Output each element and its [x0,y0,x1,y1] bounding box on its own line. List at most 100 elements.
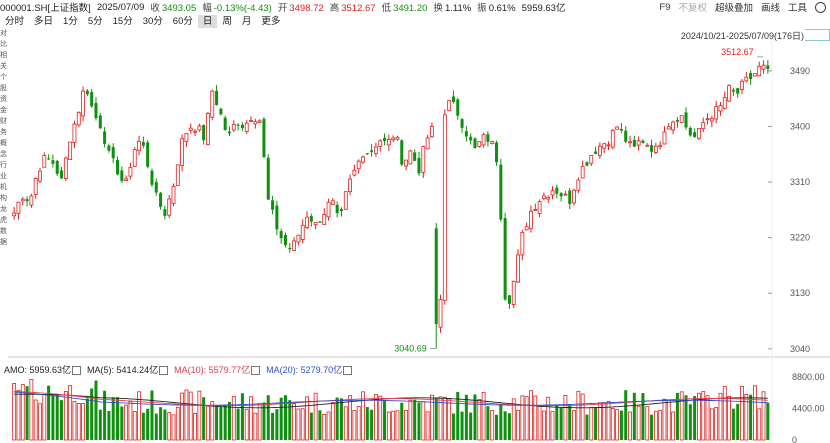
volume-bar [550,411,555,441]
price-tick-label: 3310 [790,177,810,187]
volume-bar [619,410,623,440]
volume-bar [81,403,85,441]
side-toolbar[interactable]: 对比 相关 个股 资金 财务 概念 行业 机构 龙虎 数据 [0,30,7,246]
period-tabs: 分时 多日 1分 5分 15分 30分 60分日周月更多 [0,15,285,28]
volume-bar [25,386,29,440]
candle-body [60,170,64,179]
candle-body [94,103,98,119]
volume-bar [610,408,615,441]
tab-8[interactable]: 周 [222,16,232,27]
volume-bar [171,414,176,441]
volume-bar [180,392,185,441]
close-value: 3493.05 [161,3,197,14]
tab-9[interactable]: 月 [241,16,252,27]
tab-10[interactable]: 更多 [261,16,281,27]
candle-body [524,226,529,231]
candle-body [25,199,29,202]
volume-bar [675,392,679,440]
candle-body [727,85,731,102]
volume-bar [132,411,137,441]
volume-bar [460,411,464,440]
candle-body [740,80,744,90]
candle-body [546,196,551,200]
volume-bar [495,414,499,440]
volume-bar [563,395,568,441]
volume-bar [76,403,81,441]
volume-bar [434,398,438,440]
volume-bar [693,396,697,440]
volume-bar [658,409,663,441]
volume-bar [559,407,563,440]
candle-body [150,170,154,185]
candle-body [749,72,753,80]
tools-button[interactable]: 工具 [787,3,807,14]
volume-bar [516,409,520,441]
volume-bar [378,395,383,441]
candle-body [42,155,47,168]
candle-body [103,131,107,144]
tab-5[interactable]: 30分 [142,16,163,27]
candle-body [477,141,482,147]
volume-bar [60,400,64,440]
tab-2[interactable]: 1分 [63,16,78,27]
candle-body [146,142,150,167]
candle-body [469,136,473,141]
candle-body [154,182,158,193]
tab-6[interactable]: 60分 [172,16,193,27]
candle-body [697,128,701,139]
candle-body [610,129,615,148]
volume-bar [167,412,172,441]
volume-bar [116,397,120,440]
tab-3[interactable]: 5分 [87,16,103,27]
candle-body [722,96,727,109]
candle-body [753,73,757,77]
drawing-button[interactable]: 画线 [760,3,780,14]
candle-body [701,122,706,130]
price-tick-label: 3490 [790,66,810,76]
candle-body [271,200,275,210]
candle-body [391,137,396,141]
volume-bar [395,410,400,441]
ma20-line [14,391,768,406]
tab-1[interactable]: 多日 [34,16,54,27]
quote-header: 000001.SH[上证指数] 2025/07/09 收 3493.05 幅 -0.… [0,0,830,15]
overlay-button[interactable]: 超级叠加 [714,3,753,14]
f9-button[interactable]: F9 [659,1,671,13]
candle-body [330,200,335,205]
candle-body [16,201,21,214]
candle-body [499,164,503,220]
volume-bar [507,413,511,440]
volume-bar [740,386,744,441]
volume-bar [215,406,219,440]
candle-body [120,170,124,181]
candle-body [434,228,438,325]
gear-icon[interactable] [815,1,826,13]
volume-bar [111,397,115,440]
volume-bar [63,391,68,441]
candle-body [266,157,270,200]
candle-body [348,178,352,192]
volume-bar [451,413,455,440]
volume-bar [736,404,740,440]
volume-bar [511,398,516,441]
volume-bar [679,391,684,441]
volume-bar [572,410,576,441]
candle-body [537,201,542,214]
candle-body [653,145,658,153]
volume-bar [555,404,559,440]
candle-body [240,124,244,129]
volume-bar [244,408,249,441]
tab-0[interactable]: 分时 [5,16,25,27]
volume-tick-label: 8800.00 [792,372,825,382]
candle-body [68,141,73,160]
candle-body [550,190,555,196]
volume-bar [279,397,283,440]
volume-bar [159,407,163,440]
tab-7[interactable]: 日 [197,15,218,28]
volume-bar [348,395,352,441]
tab-4[interactable]: 15分 [112,16,133,27]
adjust-button[interactable]: 不复权 [678,3,707,14]
candle-body [38,170,42,182]
volume-bar [628,411,632,441]
